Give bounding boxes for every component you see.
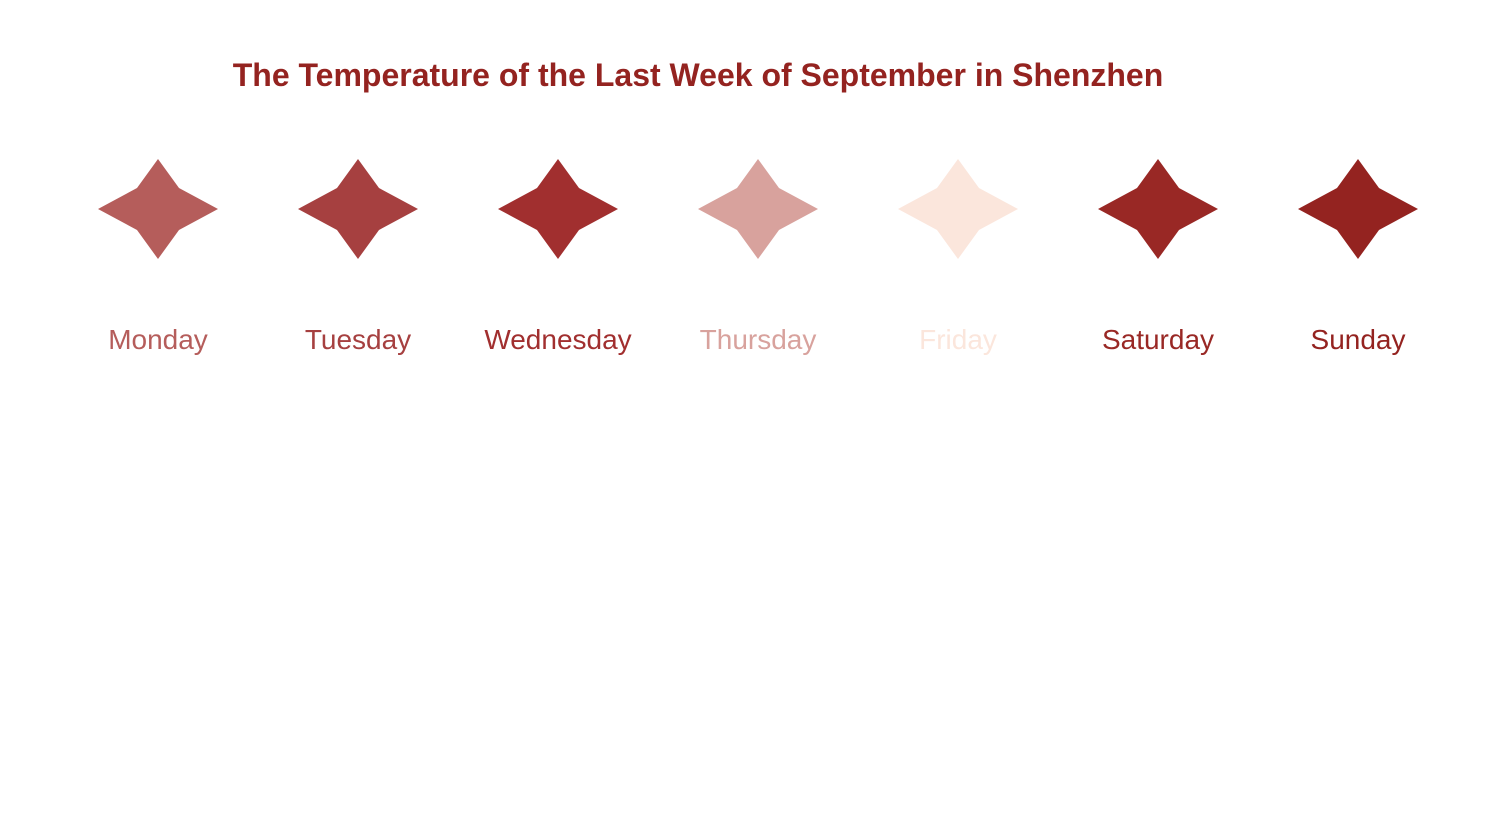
category-label-tuesday: Tuesday — [305, 324, 411, 355]
category-label-thursday: Thursday — [700, 324, 817, 355]
category-label-monday: Monday — [108, 324, 208, 355]
star-icon-thursday — [698, 159, 818, 259]
star-icon-sunday — [1298, 159, 1418, 259]
star-icon-saturday — [1098, 159, 1218, 259]
category-label-friday: Friday — [919, 324, 997, 355]
category-label-wednesday: Wednesday — [484, 324, 631, 355]
star-icon-friday — [898, 159, 1018, 259]
category-label-saturday: Saturday — [1102, 324, 1214, 355]
chart-title: The Temperature of the Last Week of Sept… — [232, 57, 1164, 93]
star-icon-wednesday — [498, 159, 618, 259]
star-icon-tuesday — [298, 159, 418, 259]
category-label-sunday: Sunday — [1311, 324, 1406, 355]
star-icon-monday — [98, 159, 218, 259]
